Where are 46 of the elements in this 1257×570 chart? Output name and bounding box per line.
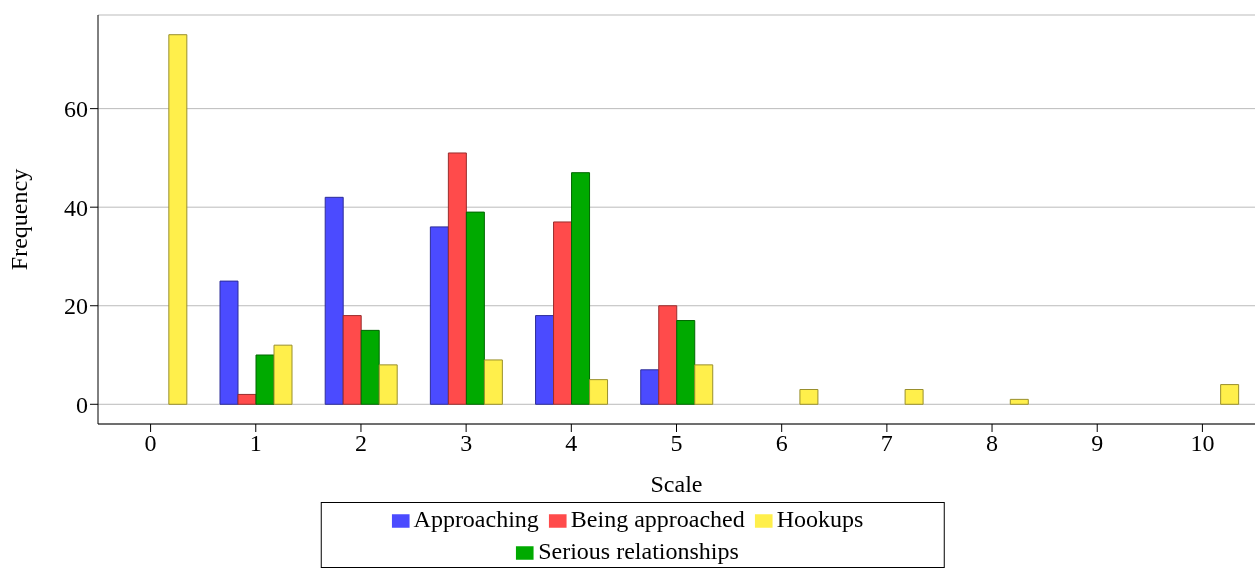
y-axis-title: Frequency	[5, 168, 32, 271]
x-tick-label: 0	[144, 430, 157, 457]
bar	[219, 280, 239, 405]
legend-label: Being approached	[570, 506, 745, 532]
x-tick-label: 7	[880, 430, 893, 457]
x-tick-label: 10	[1190, 430, 1215, 457]
x-tick-label: 9	[1091, 430, 1104, 457]
legend-label: Approaching	[413, 506, 539, 532]
bar	[237, 393, 257, 405]
y-tick-label: 60	[64, 96, 88, 123]
bar	[378, 364, 398, 405]
x-tick-label: 6	[775, 430, 788, 457]
bar	[694, 364, 714, 405]
y-tick-label: 40	[64, 194, 88, 221]
x-tick-label: 4	[565, 430, 578, 457]
bar	[1220, 384, 1240, 405]
legend-label: Serious relationships	[538, 538, 739, 564]
bar	[589, 379, 609, 405]
bar	[429, 226, 449, 405]
bar	[465, 211, 485, 405]
x-tick-label: 8	[986, 430, 999, 457]
bar	[483, 359, 503, 405]
bar	[799, 389, 819, 405]
legend-label: Hookups	[776, 506, 864, 532]
x-tick-label: 1	[249, 430, 262, 457]
bar	[273, 344, 293, 405]
x-tick-label: 3	[460, 430, 473, 457]
x-axis-title: Scale	[650, 471, 703, 497]
x-tick-label: 2	[354, 430, 367, 457]
bar	[571, 172, 591, 405]
bar	[342, 315, 362, 405]
bar	[640, 369, 660, 405]
bar	[904, 389, 924, 405]
x-tick-label: 5	[670, 430, 683, 457]
bar	[255, 354, 275, 405]
y-tick-label: 20	[64, 293, 88, 320]
bar	[535, 315, 555, 405]
bar	[658, 305, 678, 405]
y-tick-label: 0	[76, 391, 88, 418]
bar	[168, 34, 188, 405]
bar	[676, 320, 696, 405]
bar	[1009, 398, 1029, 405]
bar	[553, 221, 573, 405]
bar	[324, 196, 344, 405]
bar	[360, 329, 380, 405]
bar	[447, 152, 467, 405]
